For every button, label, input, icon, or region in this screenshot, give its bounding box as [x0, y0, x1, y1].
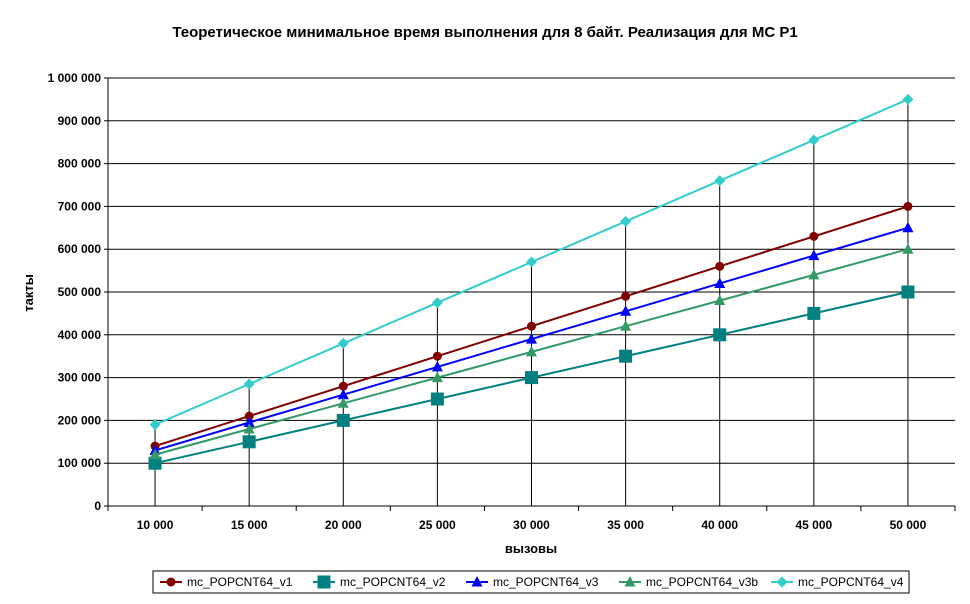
series-group — [148, 93, 915, 470]
y-tick-label: 600 000 — [58, 242, 102, 256]
y-axis-ticks: 0 100 000 200 000 300 000 400 000 500 000 600 … — [48, 71, 108, 513]
x-tick-label: 30 000 — [513, 518, 550, 532]
data-point — [431, 297, 443, 309]
data-point — [807, 306, 821, 320]
data-point — [526, 345, 537, 357]
data-point — [808, 249, 820, 261]
data-point — [714, 277, 726, 288]
legend-item: mc_POPCNT64_v4 — [771, 575, 904, 589]
data-point — [432, 351, 442, 361]
data-point — [244, 411, 254, 421]
legend-label: mc_POPCNT64_v3 — [493, 575, 599, 589]
x-tick-label: 10 000 — [137, 518, 174, 532]
data-point — [903, 201, 913, 211]
drop-lines — [154, 99, 909, 506]
data-point — [620, 320, 632, 331]
legend: mc_POPCNT64_v1 mc_POPCNT64_v2 mc_POPCNT64_… — [160, 575, 904, 589]
data-point — [713, 328, 727, 342]
data-point — [902, 243, 914, 254]
data-point — [902, 221, 914, 233]
y-tick-label: 1 000 000 — [48, 71, 102, 85]
legend-item: mc_POPCNT64_v3b — [619, 575, 758, 589]
data-point — [714, 294, 726, 306]
legend-label: mc_POPCNT64_v2 — [340, 575, 446, 589]
y-tick-label: 500 000 — [58, 285, 102, 299]
legend-marker — [471, 576, 483, 587]
legend-item: mc_POPCNT64_v3 — [466, 575, 599, 589]
legend-label: mc_POPCNT64_v1 — [187, 575, 293, 589]
x-axis-ticks: 10 000 15 000 20 000 25 000 30 000 35 000 40 0… — [107, 506, 956, 532]
x-tick-label: 35 000 — [607, 518, 644, 532]
series-mc_POPCNT64_v1 — [150, 201, 913, 451]
data-point — [336, 413, 350, 427]
y-tick-label: 700 000 — [58, 199, 102, 213]
y-tick-label: 900 000 — [58, 114, 102, 128]
legend-marker — [624, 576, 636, 587]
series-mc_POPCNT64_v4 — [149, 93, 914, 431]
series-mc_POPCNT64_v2 — [148, 285, 915, 470]
data-point — [431, 360, 443, 372]
data-point — [337, 397, 349, 408]
legend-marker — [166, 577, 176, 587]
y-axis-label: такты — [21, 274, 36, 312]
data-point — [337, 337, 349, 349]
data-point — [243, 422, 255, 434]
series-mc_POPCNT64_v3b — [149, 243, 914, 460]
data-point — [526, 333, 537, 344]
y-tick-label: 100 000 — [58, 456, 102, 470]
data-point — [243, 416, 255, 428]
data-point — [242, 435, 256, 449]
legend-item: mc_POPCNT64_v1 — [160, 575, 293, 589]
x-tick-label: 20 000 — [325, 518, 362, 532]
legend-box — [152, 570, 910, 594]
legend-marker — [776, 576, 788, 588]
data-point — [808, 134, 820, 146]
y-tick-label: 400 000 — [58, 328, 102, 342]
data-point — [714, 175, 726, 187]
data-point — [808, 268, 820, 280]
x-tick-label: 50 000 — [890, 518, 927, 532]
data-point — [901, 285, 915, 299]
chart-title: Теоретическое минимальное время выполнен… — [172, 24, 797, 41]
legend-marker — [317, 575, 331, 589]
data-point — [809, 231, 819, 241]
legend-label: mc_POPCNT64_v3b — [646, 575, 758, 589]
data-point — [621, 291, 631, 301]
y-tick-label: 300 000 — [58, 371, 102, 385]
y-tick-label: 200 000 — [58, 413, 102, 427]
data-point — [338, 381, 348, 391]
x-tick-label: 15 000 — [231, 518, 268, 532]
data-point — [715, 261, 725, 271]
data-point — [526, 256, 537, 268]
legend-label: mc_POPCNT64_v4 — [798, 575, 904, 589]
x-tick-label: 45 000 — [795, 518, 832, 532]
data-point — [525, 371, 538, 385]
data-point — [149, 419, 161, 431]
legend-item: mc_POPCNT64_v2 — [313, 575, 446, 589]
x-axis-label: вызовы — [505, 541, 557, 556]
y-tick-label: 0 — [94, 499, 101, 513]
data-point — [527, 321, 536, 331]
data-point — [148, 456, 162, 470]
series-mc_POPCNT64_v3 — [149, 221, 914, 455]
data-point — [902, 93, 914, 105]
data-point — [620, 305, 632, 316]
y-tick-label: 800 000 — [58, 157, 102, 171]
x-tick-label: 40 000 — [701, 518, 738, 532]
data-point — [337, 388, 349, 400]
x-tick-label: 25 000 — [419, 518, 456, 532]
data-point — [243, 378, 255, 390]
data-point — [431, 371, 443, 383]
data-point — [430, 392, 444, 406]
data-point — [620, 215, 632, 227]
data-point — [619, 349, 633, 363]
data-point — [149, 448, 161, 460]
